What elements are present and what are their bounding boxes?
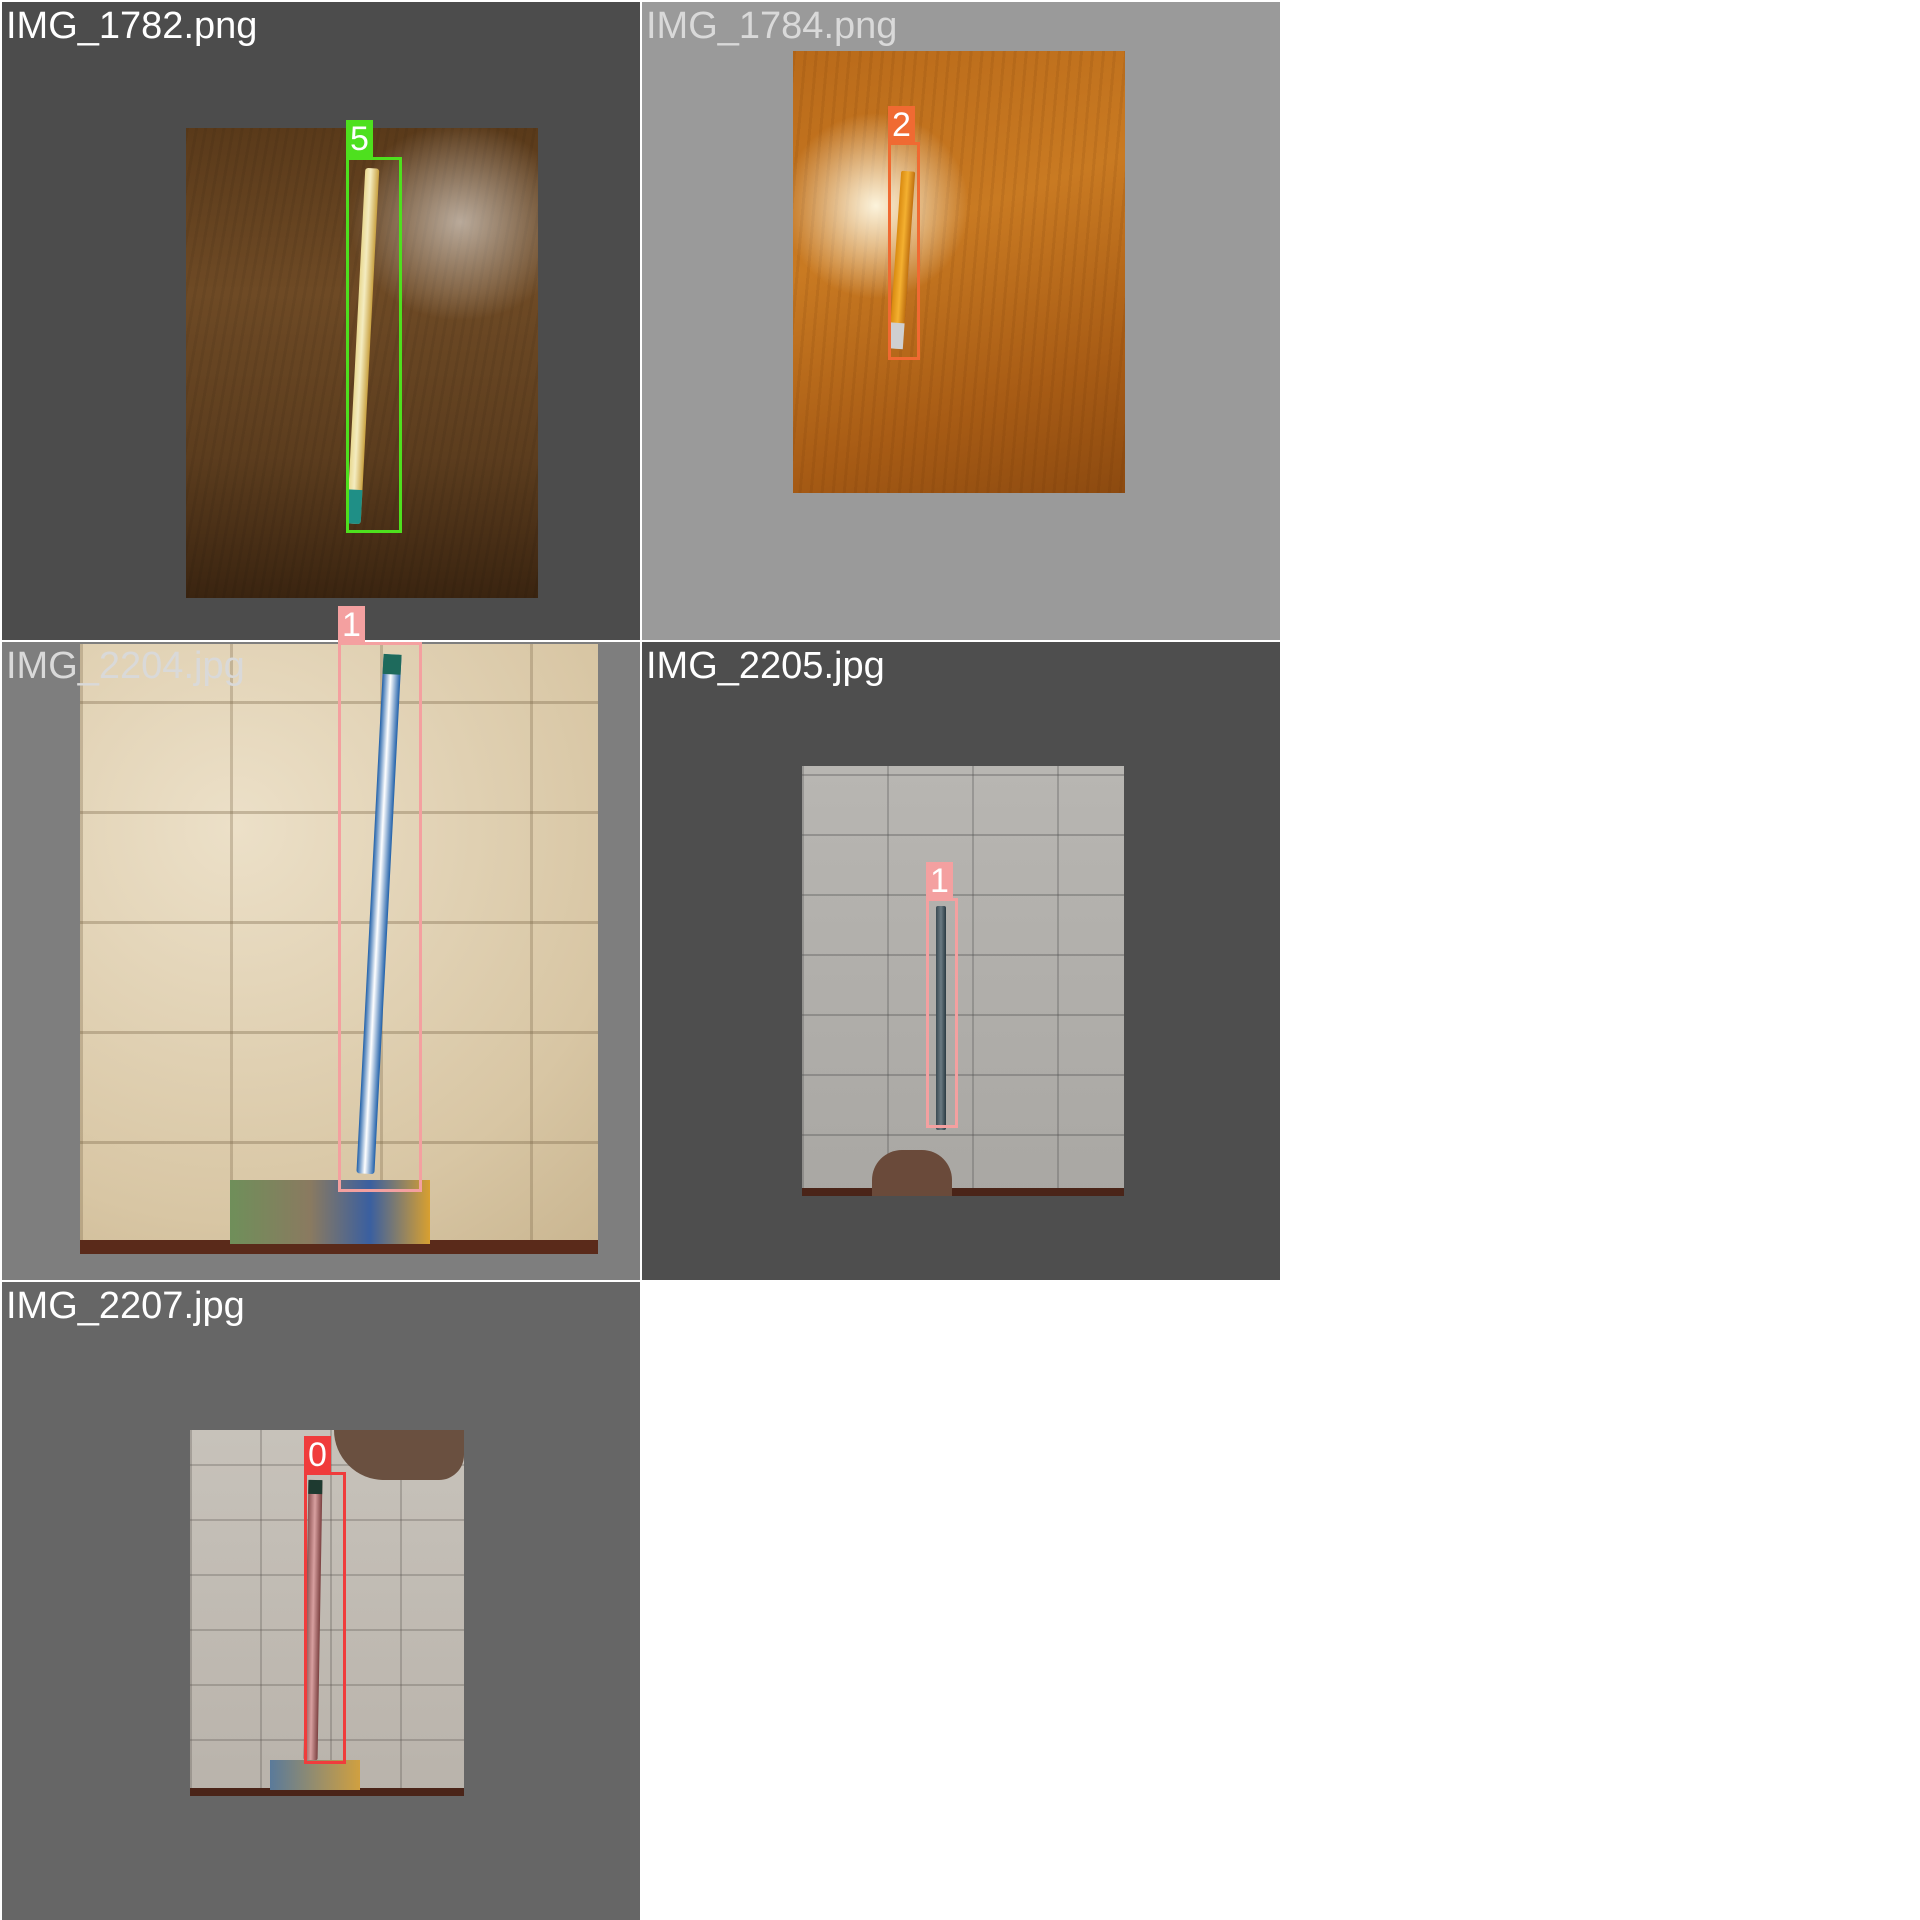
bounding-box xyxy=(888,142,920,360)
image-thumbnail xyxy=(186,128,538,598)
image-tile-2[interactable]: IMG_1784.png 2 xyxy=(642,2,1280,640)
pencil-object xyxy=(936,906,946,1130)
image-thumbnail xyxy=(190,1430,464,1796)
image-tile-3[interactable]: IMG_2204.jpg 1 xyxy=(2,606,640,1280)
image-tile-4[interactable]: IMG_2205.jpg 1 xyxy=(642,642,1280,1280)
image-filename: IMG_2207.jpg xyxy=(6,1285,245,1327)
bounding-box-label: 2 xyxy=(888,106,915,144)
image-filename: IMG_2205.jpg xyxy=(646,645,885,687)
image-filename: IMG_2204.jpg xyxy=(6,645,245,687)
image-filename: IMG_1784.png xyxy=(646,5,898,47)
image-thumbnail xyxy=(793,51,1125,493)
image-tile-5[interactable]: IMG_2207.jpg 0 xyxy=(2,1282,640,1920)
bounding-box-label: 1 xyxy=(338,606,365,644)
image-filename: IMG_1782.png xyxy=(6,5,258,47)
bounding-box-label: 1 xyxy=(926,862,953,900)
image-tile-1[interactable]: IMG_1782.png 5 xyxy=(2,2,640,640)
bounding-box xyxy=(926,898,958,1128)
bounding-box xyxy=(346,157,402,533)
bounding-box xyxy=(304,1472,346,1764)
bounding-box-label: 0 xyxy=(304,1436,331,1474)
bounding-box-label: 5 xyxy=(346,120,373,158)
image-thumbnail xyxy=(802,766,1124,1196)
bounding-box xyxy=(338,642,422,1192)
